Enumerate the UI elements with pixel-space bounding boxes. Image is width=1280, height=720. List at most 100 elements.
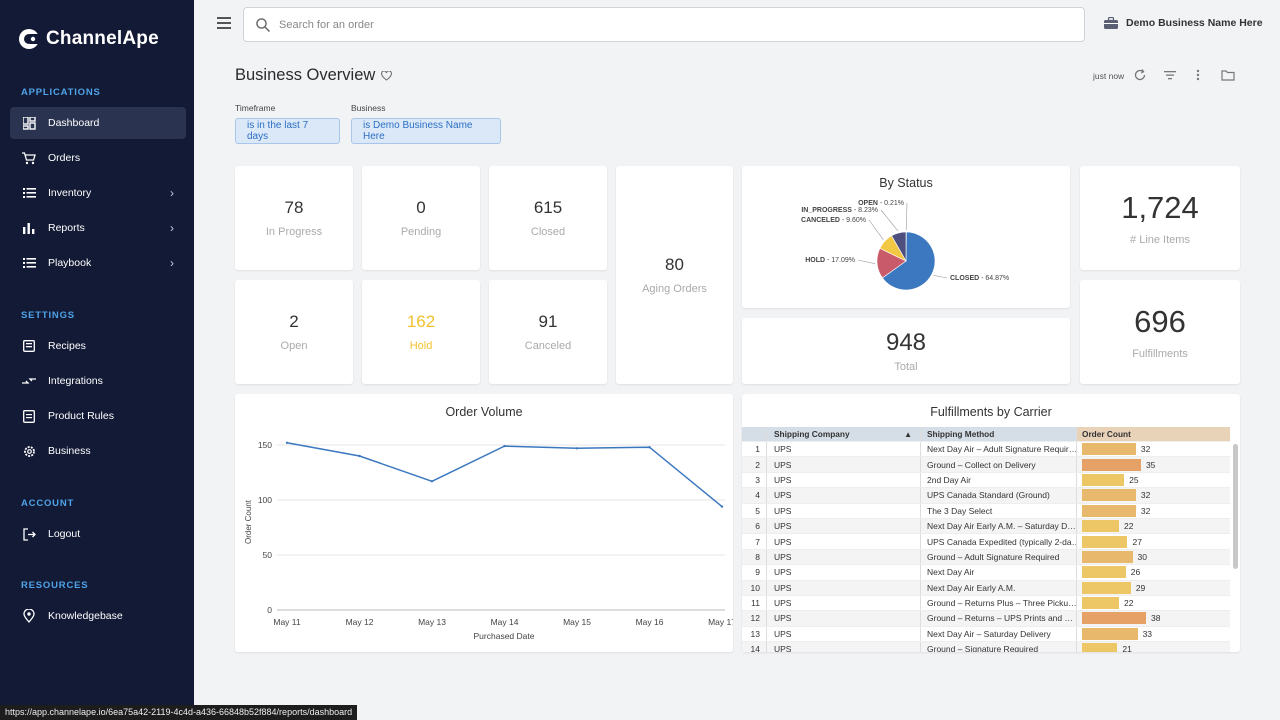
stat-card-closed[interactable]: 615 Closed	[489, 166, 607, 270]
refresh-icon[interactable]	[1133, 68, 1147, 82]
by-status-title: By Status	[879, 176, 933, 190]
sidebar-item-product-rules[interactable]: Product Rules	[10, 400, 186, 432]
sidebar-item-label: Dashboard	[48, 117, 100, 129]
order-count-bar	[1082, 458, 1141, 471]
data-point[interactable]	[358, 454, 361, 458]
sidebar-item-dashboard[interactable]: Dashboard	[10, 107, 186, 139]
order-volume-series-line[interactable]	[286, 442, 723, 508]
x-tick-label: May 15	[563, 617, 591, 627]
pie-label: HOLD - 17.09%	[805, 257, 855, 264]
pie-leader-line	[857, 259, 876, 264]
order-count-cell: 29	[1076, 580, 1230, 595]
page-title-text: Business Overview	[235, 66, 376, 84]
by-status-pie-chart: OPEN - 0.21% CLOSED - 64.87% HOLD - 17.09%…	[801, 200, 1009, 291]
timeframe-label: Timeframe	[235, 103, 276, 113]
stat-label: Total	[894, 361, 918, 373]
data-point[interactable]	[720, 505, 724, 508]
sidebar-item-inventory[interactable]: Inventory ›	[10, 177, 186, 209]
col-shipping-company[interactable]: Shipping Company ▲	[766, 427, 920, 441]
row-number: 8	[755, 551, 760, 562]
carrier-table: Shipping Company ▲ Shipping Method Order …	[742, 427, 1230, 652]
sidebar-item-label: Playbook	[48, 257, 92, 269]
col-order-count[interactable]: Order Count	[1076, 427, 1230, 441]
search-box[interactable]	[243, 7, 1085, 42]
shipping-company-cell: UPS	[766, 595, 920, 611]
briefcase-icon	[1104, 17, 1118, 29]
sidebar-item-orders[interactable]: Orders	[10, 142, 186, 174]
order-count-value: 32	[1140, 505, 1151, 516]
table-row[interactable]: 4 UPS UPS Canada Standard (Ground) 32	[742, 488, 1230, 504]
section-resources: RESOURCES	[21, 580, 89, 591]
order-volume-card: Order Volume 0 50 100 150 May 11 May 12 May 13…	[235, 394, 733, 652]
table-row[interactable]: 2 UPS Ground – Collect on Delivery 35	[742, 457, 1230, 473]
sidebar-item-business[interactable]: Business	[10, 435, 186, 467]
sidebar-item-logout[interactable]: Logout	[10, 518, 186, 550]
table-row[interactable]: 8 UPS Ground – Adult Signature Required 30	[742, 549, 1230, 566]
row-number: 3	[755, 474, 760, 485]
heart-icon[interactable]	[381, 70, 393, 81]
chevron-right-icon: ›	[170, 221, 174, 235]
stat-card-line-items[interactable]: 1,724 # Line Items	[1080, 166, 1240, 270]
shipping-company-cell: UPS	[766, 488, 920, 503]
sidebar-item-label: Reports	[48, 222, 85, 234]
order-volume-title: Order Volume	[445, 405, 523, 419]
stat-card-fulfillments[interactable]: 696 Fulfillments	[1080, 280, 1240, 384]
section-settings: SETTINGS	[21, 310, 75, 321]
y-axis-label: Order Count	[244, 499, 253, 544]
folder-icon[interactable]	[1221, 68, 1235, 82]
stat-card-pending[interactable]: 0 Pending	[362, 166, 480, 270]
stat-card-aging-orders[interactable]: 80 Aging Orders	[616, 166, 733, 384]
order-count-bar	[1082, 520, 1120, 533]
data-point[interactable]	[648, 446, 651, 449]
stat-card-canceled[interactable]: 91 Canceled	[489, 280, 607, 384]
sidebar: ChannelApe APPLICATIONS Dashboard Orders…	[0, 0, 194, 720]
table-row[interactable]: 6 UPS Next Day Air Early A.M. – Saturday D…	[742, 518, 1230, 535]
stat-card-in-progress[interactable]: 78 In Progress	[235, 166, 353, 270]
table-row[interactable]: 9 UPS Next Day Air 26	[742, 565, 1230, 581]
shipping-method-cell: Ground – Adult Signature Required	[920, 549, 1076, 565]
order-count-value: 30	[1137, 551, 1147, 562]
table-row[interactable]: 3 UPS 2nd Day Air 25	[742, 472, 1230, 489]
table-row[interactable]: 7 UPS UPS Canada Expedited (typically 2-da…	[742, 534, 1230, 550]
data-point[interactable]	[575, 447, 579, 450]
business-switcher[interactable]: Demo Business Name Here	[1104, 17, 1263, 29]
stat-card-open[interactable]: 2 Open	[235, 280, 353, 384]
order-count-value: 21	[1122, 644, 1132, 652]
sidebar-item-recipes[interactable]: Recipes	[10, 330, 186, 362]
data-point[interactable]	[430, 480, 434, 483]
pie-slice-closed[interactable]	[882, 231, 936, 291]
chevron-right-icon: ›	[170, 186, 174, 200]
filter-icon[interactable]	[1163, 68, 1177, 82]
table-row[interactable]: 5 UPS The 3 Day Select 32	[742, 503, 1230, 519]
data-point[interactable]	[285, 441, 289, 444]
menu-toggle-icon[interactable]	[217, 17, 231, 29]
sidebar-item-label: Recipes	[48, 340, 86, 352]
stat-card-total[interactable]: 948 Total	[742, 318, 1070, 384]
sidebar-item-reports[interactable]: Reports ›	[10, 212, 186, 244]
more-vertical-icon[interactable]	[1191, 68, 1205, 82]
pie-slice-in-progress[interactable]	[891, 231, 907, 263]
sidebar-item-playbook[interactable]: Playbook ›	[10, 247, 186, 279]
shipping-company-cell: UPS	[766, 611, 920, 626]
table-row[interactable]: 13 UPS Next Day Air – Saturday Delivery 33	[742, 626, 1230, 643]
shipping-company-cell: UPS	[766, 642, 920, 652]
table-row[interactable]: 14 UPS Ground – Signature Required 21	[742, 642, 1230, 652]
business-filter-chip[interactable]: is Demo Business Name Here	[351, 118, 501, 144]
search-input[interactable]	[279, 18, 979, 31]
table-row[interactable]: 12 UPS Ground – Returns – UPS Prints and ……	[742, 611, 1230, 627]
shipping-method-cell: 2nd Day Air	[920, 472, 1076, 488]
stat-card-hold[interactable]: 162 Hold	[362, 280, 480, 384]
timeframe-filter-chip[interactable]: is in the last 7 days	[235, 118, 340, 144]
table-row[interactable]: 11 UPS Ground – Returns Plus – Three Picku…	[742, 595, 1230, 612]
sidebar-item-knowledgebase[interactable]: Knowledgebase	[10, 600, 186, 632]
data-point[interactable]	[503, 444, 506, 448]
table-row[interactable]: 1 UPS Next Day Air – Adult Signature Requi…	[742, 442, 1230, 458]
table-row[interactable]: 10 UPS Next Day Air Early A.M. 29	[742, 580, 1230, 596]
shipping-method-cell: Ground – Collect on Delivery	[920, 457, 1076, 472]
sort-asc-icon[interactable]: ▲	[904, 429, 912, 439]
pie-label: CLOSED - 64.87%	[950, 275, 1009, 282]
sidebar-item-integrations[interactable]: Integrations	[10, 365, 186, 397]
table-scrollbar[interactable]	[1233, 444, 1238, 569]
col-shipping-method[interactable]: Shipping Method	[920, 427, 1076, 441]
brand-logo[interactable]: ChannelApe	[18, 28, 159, 50]
